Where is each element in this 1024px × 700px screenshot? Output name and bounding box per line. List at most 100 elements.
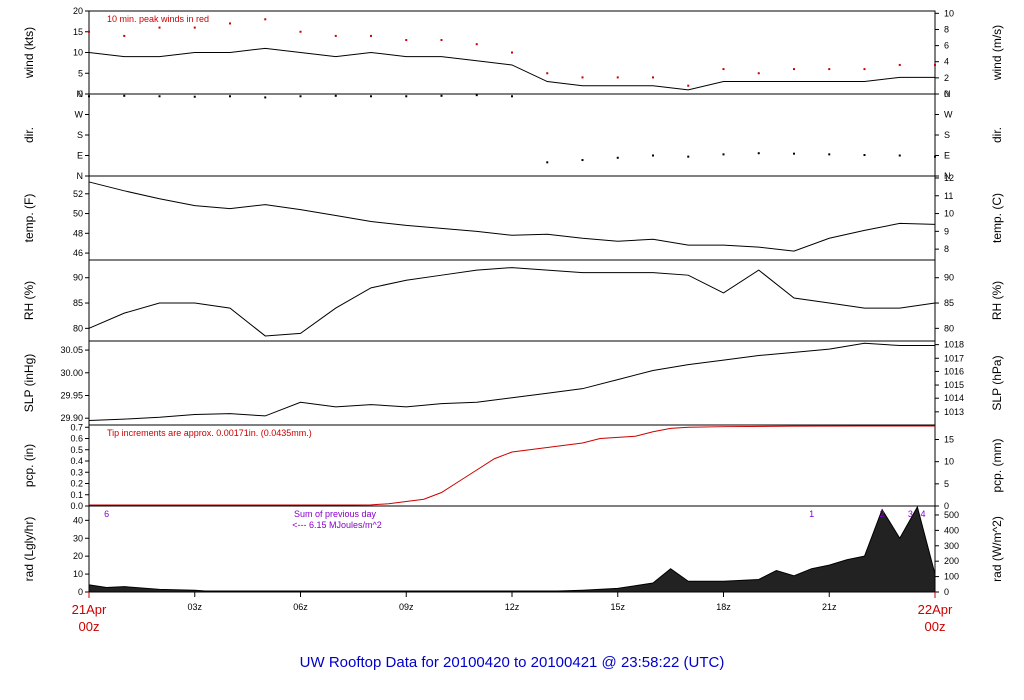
annotation-wind: 10 min. peak winds in red bbox=[107, 14, 209, 24]
left-tick-label-rad: 10 bbox=[73, 569, 83, 579]
left-tick-label-dir: N bbox=[77, 89, 84, 99]
right-tick-label-wind: 6 bbox=[944, 41, 949, 51]
left-tick-label-slp: 30.05 bbox=[60, 345, 83, 355]
series-point-wind-peak bbox=[440, 39, 443, 42]
left-tick-label-rad: 30 bbox=[73, 533, 83, 543]
series-line-pcp bbox=[89, 425, 935, 506]
ylabel-right-rad: rad (W/m^2) bbox=[990, 516, 1004, 582]
panel-frame-rh bbox=[88, 259, 936, 342]
series-point-dir bbox=[88, 95, 90, 98]
series-point-dir bbox=[229, 95, 231, 98]
series-point-wind-peak bbox=[934, 63, 936, 66]
series-point-wind-peak bbox=[616, 76, 619, 79]
ylabel-right-slp: SLP (hPa) bbox=[990, 355, 1004, 410]
ylabel-right-pcp: pcp. (mm) bbox=[990, 438, 1004, 492]
left-tick-label-temp: 50 bbox=[73, 209, 83, 219]
series-point-wind-peak bbox=[652, 76, 654, 79]
left-tick-label-wind: 15 bbox=[73, 27, 83, 37]
series-point-dir bbox=[863, 154, 866, 157]
series-point-wind-peak bbox=[828, 68, 831, 71]
series-point-wind-peak bbox=[793, 68, 795, 71]
left-tick-label-wind: 0 bbox=[78, 89, 83, 99]
right-tick-label-slp: 1014 bbox=[944, 393, 964, 403]
annotation-rad-line2: <--- 6.15 MJoules/m^2 bbox=[292, 520, 382, 530]
left-tick-label-pcp: 0.2 bbox=[70, 479, 83, 489]
right-tick-label-slp: 1015 bbox=[944, 380, 964, 390]
left-tick-label-wind: 5 bbox=[78, 68, 83, 78]
right-tick-label-rad: 100 bbox=[944, 572, 959, 582]
series-point-wind-peak bbox=[370, 34, 372, 37]
right-tick-label-slp: 1016 bbox=[944, 366, 964, 376]
series-point-wind-peak bbox=[334, 34, 337, 37]
ylabel-right-wind: wind (m/s) bbox=[990, 25, 1004, 81]
annotation-rad-line1: Sum of previous day bbox=[294, 509, 377, 519]
left-tick-label-slp: 29.95 bbox=[60, 390, 83, 400]
annotation-pcp: Tip increments are approx. 0.00171in. (0… bbox=[107, 428, 312, 438]
series-point-dir bbox=[793, 152, 795, 155]
panel-frame-slp bbox=[88, 340, 936, 426]
series-point-dir bbox=[616, 156, 619, 159]
x-end-label-hour: 00z bbox=[925, 619, 946, 634]
left-tick-label-dir: N bbox=[77, 171, 84, 181]
right-tick-label-rad: 300 bbox=[944, 541, 959, 551]
right-tick-label-temp: 11 bbox=[944, 191, 953, 201]
left-tick-label-pcp: 0.5 bbox=[70, 445, 83, 455]
x-start-label-date: 21Apr bbox=[72, 602, 107, 617]
right-tick-label-dir: E bbox=[944, 151, 950, 161]
ylabel-left-rh: RH (%) bbox=[22, 281, 36, 320]
ylabel-left-slp: SLP (inHg) bbox=[22, 354, 36, 412]
series-point-wind-peak bbox=[511, 51, 513, 54]
series-point-dir bbox=[475, 94, 478, 97]
left-tick-label-slp: 29.90 bbox=[60, 413, 83, 423]
left-tick-label-rh: 90 bbox=[73, 273, 83, 283]
left-tick-label-temp: 52 bbox=[73, 189, 83, 199]
series-line-temp bbox=[88, 181, 936, 252]
series-point-wind-peak bbox=[581, 76, 584, 79]
left-tick-label-rad: 0 bbox=[78, 587, 83, 597]
ylabel-right-dir: dir. bbox=[990, 127, 1004, 143]
right-tick-label-rad: 500 bbox=[944, 510, 959, 520]
left-tick-label-rh: 80 bbox=[73, 323, 83, 333]
left-tick-label-rad: 40 bbox=[73, 515, 83, 525]
right-tick-label-dir: N bbox=[944, 171, 951, 181]
right-tick-label-wind: 10 bbox=[944, 8, 954, 18]
right-tick-label-rad: 0 bbox=[944, 587, 949, 597]
x-tick-label: 21z bbox=[822, 602, 837, 612]
left-tick-label-pcp: 0.1 bbox=[70, 490, 83, 500]
series-point-wind-peak bbox=[722, 68, 725, 71]
series-point-wind-peak bbox=[863, 68, 866, 71]
right-tick-label-slp: 1017 bbox=[944, 353, 964, 363]
right-tick-label-rad: 200 bbox=[944, 556, 959, 566]
right-tick-label-dir: W bbox=[944, 110, 953, 120]
right-tick-label-rh: 80 bbox=[944, 323, 954, 333]
ylabel-left-pcp: pcp. (in) bbox=[22, 444, 36, 487]
rad-hour-mark: 2 bbox=[880, 509, 885, 519]
series-point-wind-peak bbox=[475, 43, 478, 46]
right-tick-label-dir: S bbox=[944, 130, 950, 140]
series-point-dir bbox=[546, 161, 549, 164]
left-tick-label-dir: W bbox=[75, 110, 84, 120]
series-point-dir bbox=[370, 95, 372, 98]
rad-hour-mark: 6 bbox=[104, 509, 109, 519]
series-point-dir bbox=[123, 94, 126, 97]
chart-title: UW Rooftop Data for 20100420 to 20100421… bbox=[300, 654, 725, 671]
series-point-dir bbox=[299, 95, 302, 98]
ylabel-left-temp: temp. (F) bbox=[22, 194, 36, 243]
left-tick-label-pcp: 0.6 bbox=[70, 434, 83, 444]
right-tick-label-slp: 1013 bbox=[944, 407, 964, 417]
ylabel-left-rad: rad (Lgly/hr) bbox=[22, 517, 36, 582]
series-point-wind-peak bbox=[158, 26, 161, 29]
series-line-rh bbox=[88, 267, 936, 337]
ylabel-right-rh: RH (%) bbox=[990, 281, 1004, 320]
series-point-wind-peak bbox=[123, 34, 126, 37]
ylabel-left-wind: wind (kts) bbox=[22, 27, 36, 79]
left-tick-label-dir: S bbox=[77, 130, 83, 140]
right-tick-label-pcp: 5 bbox=[944, 479, 949, 489]
left-tick-label-wind: 10 bbox=[73, 48, 83, 58]
rad-hour-mark: 3 bbox=[908, 509, 913, 519]
series-point-dir bbox=[757, 152, 760, 155]
right-tick-label-wind: 4 bbox=[944, 57, 949, 67]
left-tick-label-pcp: 0.0 bbox=[70, 501, 83, 511]
series-point-dir bbox=[440, 94, 443, 97]
